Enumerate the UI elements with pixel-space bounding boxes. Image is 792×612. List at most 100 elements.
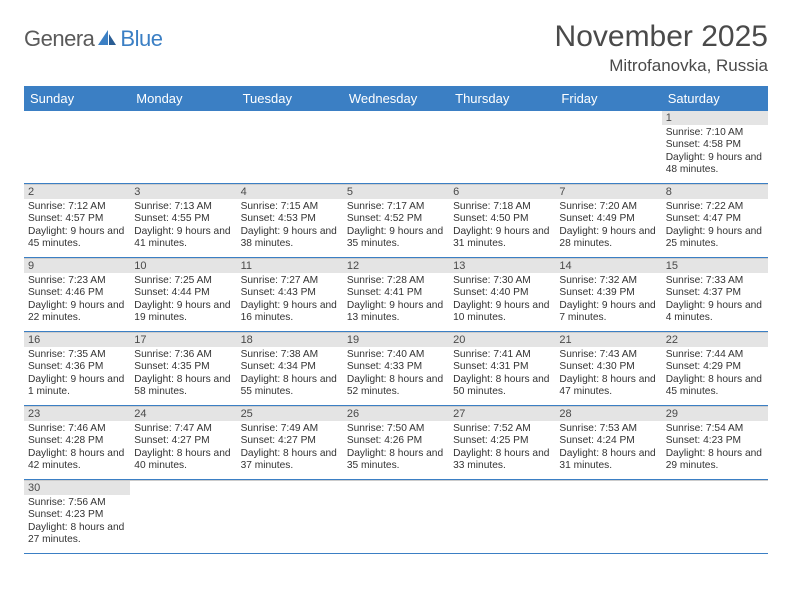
day-data-cell xyxy=(237,495,343,553)
day-data-cell: Sunrise: 7:35 AMSunset: 4:36 PMDaylight:… xyxy=(24,347,130,405)
day-number-cell: 19 xyxy=(343,333,449,347)
sunrise-text: Sunrise: 7:40 AM xyxy=(347,349,445,361)
day-data-cell: Sunrise: 7:17 AMSunset: 4:52 PMDaylight:… xyxy=(343,199,449,257)
sunset-text: Sunset: 4:30 PM xyxy=(559,361,657,373)
day-data-cell: Sunrise: 7:50 AMSunset: 4:26 PMDaylight:… xyxy=(343,421,449,479)
day-data-cell xyxy=(555,495,661,553)
day-number-cell xyxy=(662,481,768,495)
day-data-cell xyxy=(343,125,449,183)
day-data-cell: Sunrise: 7:33 AMSunset: 4:37 PMDaylight:… xyxy=(662,273,768,331)
sunset-text: Sunset: 4:40 PM xyxy=(453,287,551,299)
sunrise-text: Sunrise: 7:17 AM xyxy=(347,201,445,213)
sunrise-text: Sunrise: 7:53 AM xyxy=(559,423,657,435)
day-data-cell xyxy=(662,495,768,553)
daylight-text: Daylight: 9 hours and 35 minutes. xyxy=(347,226,445,251)
sunset-text: Sunset: 4:44 PM xyxy=(134,287,232,299)
day-number-cell: 3 xyxy=(130,185,236,199)
sunrise-text: Sunrise: 7:36 AM xyxy=(134,349,232,361)
day-data-cell: Sunrise: 7:41 AMSunset: 4:31 PMDaylight:… xyxy=(449,347,555,405)
sunset-text: Sunset: 4:36 PM xyxy=(28,361,126,373)
day-data-cell: Sunrise: 7:13 AMSunset: 4:55 PMDaylight:… xyxy=(130,199,236,257)
sunset-text: Sunset: 4:52 PM xyxy=(347,213,445,225)
day-data-cell: Sunrise: 7:43 AMSunset: 4:30 PMDaylight:… xyxy=(555,347,661,405)
logo-text-blue: Blue xyxy=(120,26,162,52)
day-data-cell: Sunrise: 7:53 AMSunset: 4:24 PMDaylight:… xyxy=(555,421,661,479)
month-title: November 2025 xyxy=(555,20,768,54)
day-number-cell xyxy=(24,111,130,125)
day-number-cell: 7 xyxy=(555,185,661,199)
daylight-text: Daylight: 9 hours and 38 minutes. xyxy=(241,226,339,251)
day-number-cell: 14 xyxy=(555,259,661,273)
daylight-text: Daylight: 9 hours and 45 minutes. xyxy=(28,226,126,251)
day-number-cell: 12 xyxy=(343,259,449,273)
daylight-text: Daylight: 9 hours and 13 minutes. xyxy=(347,300,445,325)
day-number-cell: 27 xyxy=(449,407,555,421)
daylight-text: Daylight: 8 hours and 45 minutes. xyxy=(666,374,764,399)
day-number-cell: 10 xyxy=(130,259,236,273)
sunrise-text: Sunrise: 7:20 AM xyxy=(559,201,657,213)
daylight-text: Daylight: 9 hours and 41 minutes. xyxy=(134,226,232,251)
location-label: Mitrofanovka, Russia xyxy=(555,56,768,76)
day-data-cell: Sunrise: 7:25 AMSunset: 4:44 PMDaylight:… xyxy=(130,273,236,331)
day-number-cell: 11 xyxy=(237,259,343,273)
sunset-text: Sunset: 4:25 PM xyxy=(453,435,551,447)
sunrise-text: Sunrise: 7:56 AM xyxy=(28,497,126,509)
weekday-saturday: Saturday xyxy=(662,86,768,111)
day-data-cell xyxy=(555,125,661,183)
sunrise-text: Sunrise: 7:44 AM xyxy=(666,349,764,361)
daylight-text: Daylight: 9 hours and 7 minutes. xyxy=(559,300,657,325)
day-number-cell: 24 xyxy=(130,407,236,421)
sunrise-text: Sunrise: 7:23 AM xyxy=(28,275,126,287)
day-data-cell: Sunrise: 7:52 AMSunset: 4:25 PMDaylight:… xyxy=(449,421,555,479)
calendar: Sunday Monday Tuesday Wednesday Thursday… xyxy=(24,86,768,554)
day-number-cell xyxy=(555,481,661,495)
day-number-cell: 8 xyxy=(662,185,768,199)
day-number-cell xyxy=(449,481,555,495)
daylight-text: Daylight: 9 hours and 10 minutes. xyxy=(453,300,551,325)
day-number-cell: 29 xyxy=(662,407,768,421)
sunrise-text: Sunrise: 7:15 AM xyxy=(241,201,339,213)
sunrise-text: Sunrise: 7:32 AM xyxy=(559,275,657,287)
sunset-text: Sunset: 4:31 PM xyxy=(453,361,551,373)
day-data-cell: Sunrise: 7:46 AMSunset: 4:28 PMDaylight:… xyxy=(24,421,130,479)
sunrise-text: Sunrise: 7:28 AM xyxy=(347,275,445,287)
calendar-body: 1Sunrise: 7:10 AMSunset: 4:58 PMDaylight… xyxy=(24,111,768,554)
weekday-sunday: Sunday xyxy=(24,86,130,111)
sunset-text: Sunset: 4:27 PM xyxy=(134,435,232,447)
daylight-text: Daylight: 9 hours and 25 minutes. xyxy=(666,226,764,251)
sunset-text: Sunset: 4:57 PM xyxy=(28,213,126,225)
day-number-cell: 17 xyxy=(130,333,236,347)
daylight-text: Daylight: 8 hours and 50 minutes. xyxy=(453,374,551,399)
daylight-text: Daylight: 9 hours and 22 minutes. xyxy=(28,300,126,325)
weekday-tuesday: Tuesday xyxy=(237,86,343,111)
daylight-text: Daylight: 8 hours and 35 minutes. xyxy=(347,448,445,473)
day-data-cell: Sunrise: 7:22 AMSunset: 4:47 PMDaylight:… xyxy=(662,199,768,257)
day-data-cell: Sunrise: 7:18 AMSunset: 4:50 PMDaylight:… xyxy=(449,199,555,257)
sunset-text: Sunset: 4:33 PM xyxy=(347,361,445,373)
daylight-text: Daylight: 9 hours and 4 minutes. xyxy=(666,300,764,325)
sunrise-text: Sunrise: 7:46 AM xyxy=(28,423,126,435)
sunset-text: Sunset: 4:37 PM xyxy=(666,287,764,299)
day-number-cell: 30 xyxy=(24,481,130,495)
day-number-cell xyxy=(237,111,343,125)
sunrise-text: Sunrise: 7:47 AM xyxy=(134,423,232,435)
title-block: November 2025 Mitrofanovka, Russia xyxy=(555,20,768,76)
day-data-cell xyxy=(130,495,236,553)
day-number-cell: 15 xyxy=(662,259,768,273)
daylight-text: Daylight: 8 hours and 37 minutes. xyxy=(241,448,339,473)
daylight-text: Daylight: 9 hours and 19 minutes. xyxy=(134,300,232,325)
day-data-cell: Sunrise: 7:56 AMSunset: 4:23 PMDaylight:… xyxy=(24,495,130,553)
sunrise-text: Sunrise: 7:52 AM xyxy=(453,423,551,435)
day-data-cell: Sunrise: 7:20 AMSunset: 4:49 PMDaylight:… xyxy=(555,199,661,257)
sunrise-text: Sunrise: 7:18 AM xyxy=(453,201,551,213)
day-data-cell xyxy=(130,125,236,183)
day-number-cell xyxy=(555,111,661,125)
sunrise-text: Sunrise: 7:43 AM xyxy=(559,349,657,361)
daylight-text: Daylight: 9 hours and 1 minute. xyxy=(28,374,126,399)
day-data-cell: Sunrise: 7:15 AMSunset: 4:53 PMDaylight:… xyxy=(237,199,343,257)
day-data-cell: Sunrise: 7:49 AMSunset: 4:27 PMDaylight:… xyxy=(237,421,343,479)
sunset-text: Sunset: 4:35 PM xyxy=(134,361,232,373)
day-number-cell: 23 xyxy=(24,407,130,421)
sunrise-text: Sunrise: 7:33 AM xyxy=(666,275,764,287)
day-data-cell: Sunrise: 7:54 AMSunset: 4:23 PMDaylight:… xyxy=(662,421,768,479)
